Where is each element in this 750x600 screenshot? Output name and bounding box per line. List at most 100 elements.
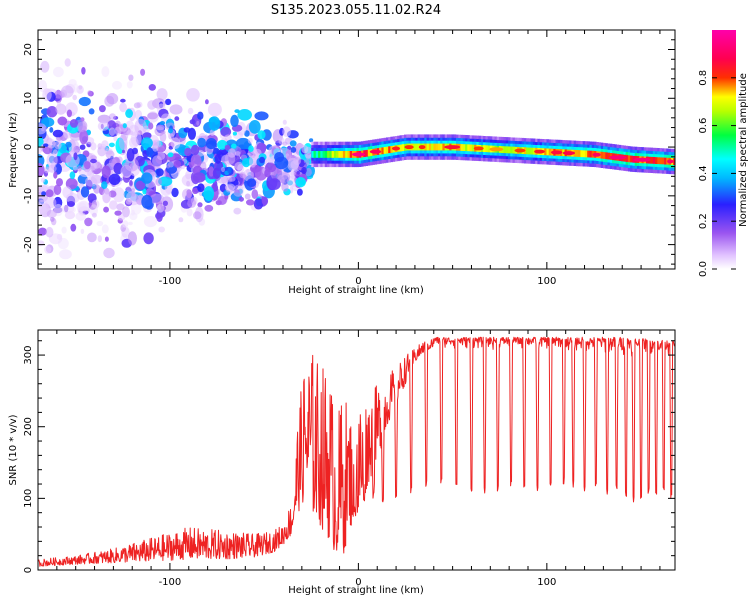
spectrogram-cell xyxy=(40,177,46,183)
spectrogram-cell xyxy=(65,141,72,148)
spectrogram-cell xyxy=(108,127,116,136)
spectrogram-cell xyxy=(97,114,111,124)
snr-line xyxy=(38,336,675,567)
spectrogram-cell xyxy=(239,171,246,179)
spectrogram-cell xyxy=(108,142,115,148)
spectrogram-ylabel: Frequency (Hz) xyxy=(8,112,19,188)
spectrogram-cell xyxy=(289,140,297,147)
spectrogram-cell xyxy=(93,184,101,194)
spectrogram-cell xyxy=(178,136,186,145)
spectrogram-cell xyxy=(127,231,137,246)
spectrogram-ridge-cell xyxy=(630,155,633,163)
spectrogram-cell xyxy=(38,202,42,211)
spectrogram-xlabel: Height of straight line (km) xyxy=(288,285,424,296)
spectrogram-cell xyxy=(158,176,173,187)
spectrogram-cell xyxy=(187,107,194,115)
spectrogram-ridge-cell xyxy=(652,157,656,164)
spectrogram-cell xyxy=(40,60,50,73)
spectrogram-cell xyxy=(118,214,125,221)
spectrogram-cell xyxy=(114,126,122,136)
spectrogram-cell xyxy=(246,178,257,187)
spectrogram-ridge-cell xyxy=(381,147,384,155)
spectrogram-cell xyxy=(79,144,86,150)
spectrogram-cell xyxy=(242,158,251,168)
spectrogram-cell xyxy=(197,111,204,120)
colorbar-tick-label: 0.8 xyxy=(698,70,709,86)
spectrogram-ridge-cell xyxy=(587,150,590,158)
spectrogram-cell xyxy=(87,90,93,96)
spectrogram-cell xyxy=(68,79,77,87)
spectrogram-cell xyxy=(187,198,197,209)
spectrogram-cell xyxy=(41,191,46,197)
spectrogram-cell xyxy=(44,245,52,254)
spectrogram-cell xyxy=(197,202,203,208)
spectrogram-ridge-cell xyxy=(440,143,443,151)
spectrogram-ridge-cell xyxy=(605,152,608,160)
spectrogram-ridge-cell xyxy=(584,150,588,158)
snr-ytick-label: 300 xyxy=(23,346,34,365)
spectrogram-ridge-cell xyxy=(469,144,473,152)
spectrogram-ridge-cell xyxy=(467,144,470,152)
spectrogram-ridge-cell xyxy=(505,146,509,154)
spectrogram-ytick-label: -10 xyxy=(23,188,34,204)
spectrogram-ridge-cell xyxy=(462,144,466,151)
spectrogram-ridge-cell xyxy=(580,150,583,158)
spectrogram-cell xyxy=(99,143,106,149)
spectrogram-cell xyxy=(183,127,191,133)
spectrogram-cell xyxy=(50,216,55,222)
spectrogram-cell xyxy=(209,129,216,137)
spectrogram-hotspot xyxy=(418,145,426,150)
spectrogram-cell xyxy=(53,184,62,196)
spectrogram-cell xyxy=(147,100,157,110)
spectrogram-cell xyxy=(197,137,207,148)
spectrogram-cell xyxy=(204,134,209,141)
spectrogram-cell xyxy=(186,208,193,217)
spectrogram-cell xyxy=(84,161,91,170)
spectrogram-cell xyxy=(118,134,128,151)
snr-xtick-label: 100 xyxy=(537,577,556,588)
spectrogram-cell xyxy=(224,144,231,151)
spectrogram-ridge-cell xyxy=(340,151,344,158)
spectrogram-cell xyxy=(141,194,153,209)
spectrogram-cell xyxy=(290,171,296,176)
spectrogram-ridge-cell xyxy=(657,157,660,165)
spectrogram-cell xyxy=(38,163,45,178)
spectrogram-cell xyxy=(173,160,182,168)
spectrogram-ridge-cell xyxy=(487,145,491,153)
spectrogram-hotspot xyxy=(473,146,484,151)
snr-ytick-label: 100 xyxy=(23,489,34,508)
spectrogram-ridge-cell xyxy=(575,150,579,157)
spectrogram-cell xyxy=(80,117,85,122)
spectrogram-cell xyxy=(189,119,196,125)
spectrogram-cell xyxy=(156,88,168,101)
spectrogram-ridge-cell xyxy=(363,150,366,157)
spectrogram-cell xyxy=(143,216,158,228)
spectrogram-hotspot xyxy=(534,149,545,154)
spectrogram-ridge-cell xyxy=(345,151,348,158)
spectrogram-cell xyxy=(122,123,127,129)
spectrogram-cell xyxy=(57,101,62,108)
spectrogram-cell xyxy=(295,177,307,188)
spectrogram-cell xyxy=(133,102,141,109)
spectrogram-cell xyxy=(42,88,52,102)
spectrogram-cell xyxy=(220,126,232,137)
spectrogram-hotspot xyxy=(667,159,674,164)
spectrogram-ytick-label: -20 xyxy=(23,236,34,252)
spectrogram-ridge-cell xyxy=(512,146,516,154)
spectrogram-hotspot xyxy=(514,148,526,153)
colorbar-tick-label: 0.6 xyxy=(698,118,709,134)
spectrogram-hotspot xyxy=(404,145,414,150)
spectrogram-cell xyxy=(120,98,126,103)
spectrogram-cell xyxy=(192,187,199,194)
spectrogram-ridge-cell xyxy=(625,155,629,162)
colorbar: 0.0 0.2 0.4 0.6 0.8 Normalized spectral ampl… xyxy=(698,30,749,277)
spectrogram-cell xyxy=(282,126,291,137)
spectrogram-ridge-cell xyxy=(627,155,631,163)
spectrogram-cell xyxy=(152,145,159,152)
spectrogram-cell xyxy=(169,104,183,115)
spectrogram-ridge-cell xyxy=(365,149,369,157)
spectrogram-cell xyxy=(226,177,233,183)
spectrogram-xtick-label: 100 xyxy=(537,276,556,287)
spectrogram-cell xyxy=(159,121,166,125)
spectrogram-cell xyxy=(174,116,180,121)
